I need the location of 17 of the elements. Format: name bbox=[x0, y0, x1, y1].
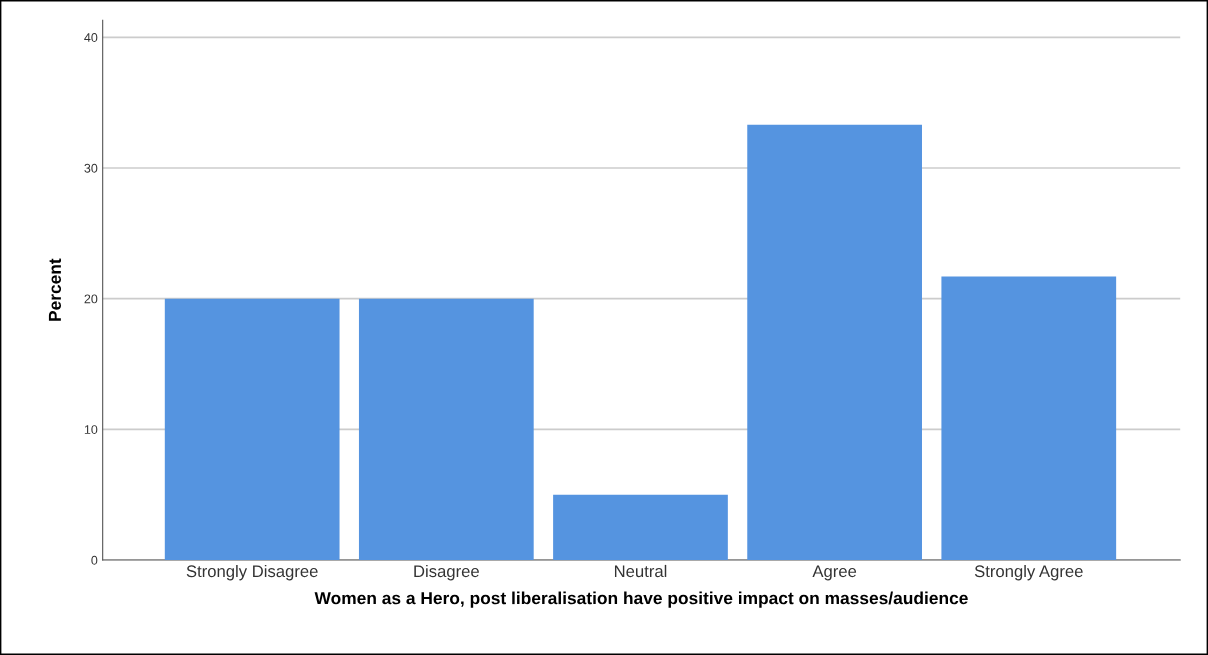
bar bbox=[941, 276, 1117, 561]
x-tick-label: Disagree bbox=[414, 564, 479, 581]
bar bbox=[747, 124, 922, 561]
x-tick-label: Strongly Agree bbox=[974, 564, 1083, 581]
bar bbox=[358, 298, 534, 561]
y-axis-title: Percent bbox=[48, 258, 62, 321]
x-tick-label: Agree bbox=[812, 565, 857, 581]
y-tick-label: 30 bbox=[84, 163, 98, 173]
y-tick-label: 10 bbox=[84, 425, 98, 434]
bar bbox=[164, 298, 340, 561]
y-tick-label: 40 bbox=[84, 33, 98, 42]
x-axis-title: Women as a Hero, post liberalisation have positive impact on masses/audience bbox=[314, 591, 968, 608]
bar bbox=[553, 494, 728, 561]
y-tick-label: 0 bbox=[91, 555, 98, 565]
x-tick-label: Neutral bbox=[614, 564, 667, 578]
y-tick-label: 20 bbox=[84, 294, 98, 304]
x-tick-label: Strongly Disagree bbox=[186, 564, 318, 581]
